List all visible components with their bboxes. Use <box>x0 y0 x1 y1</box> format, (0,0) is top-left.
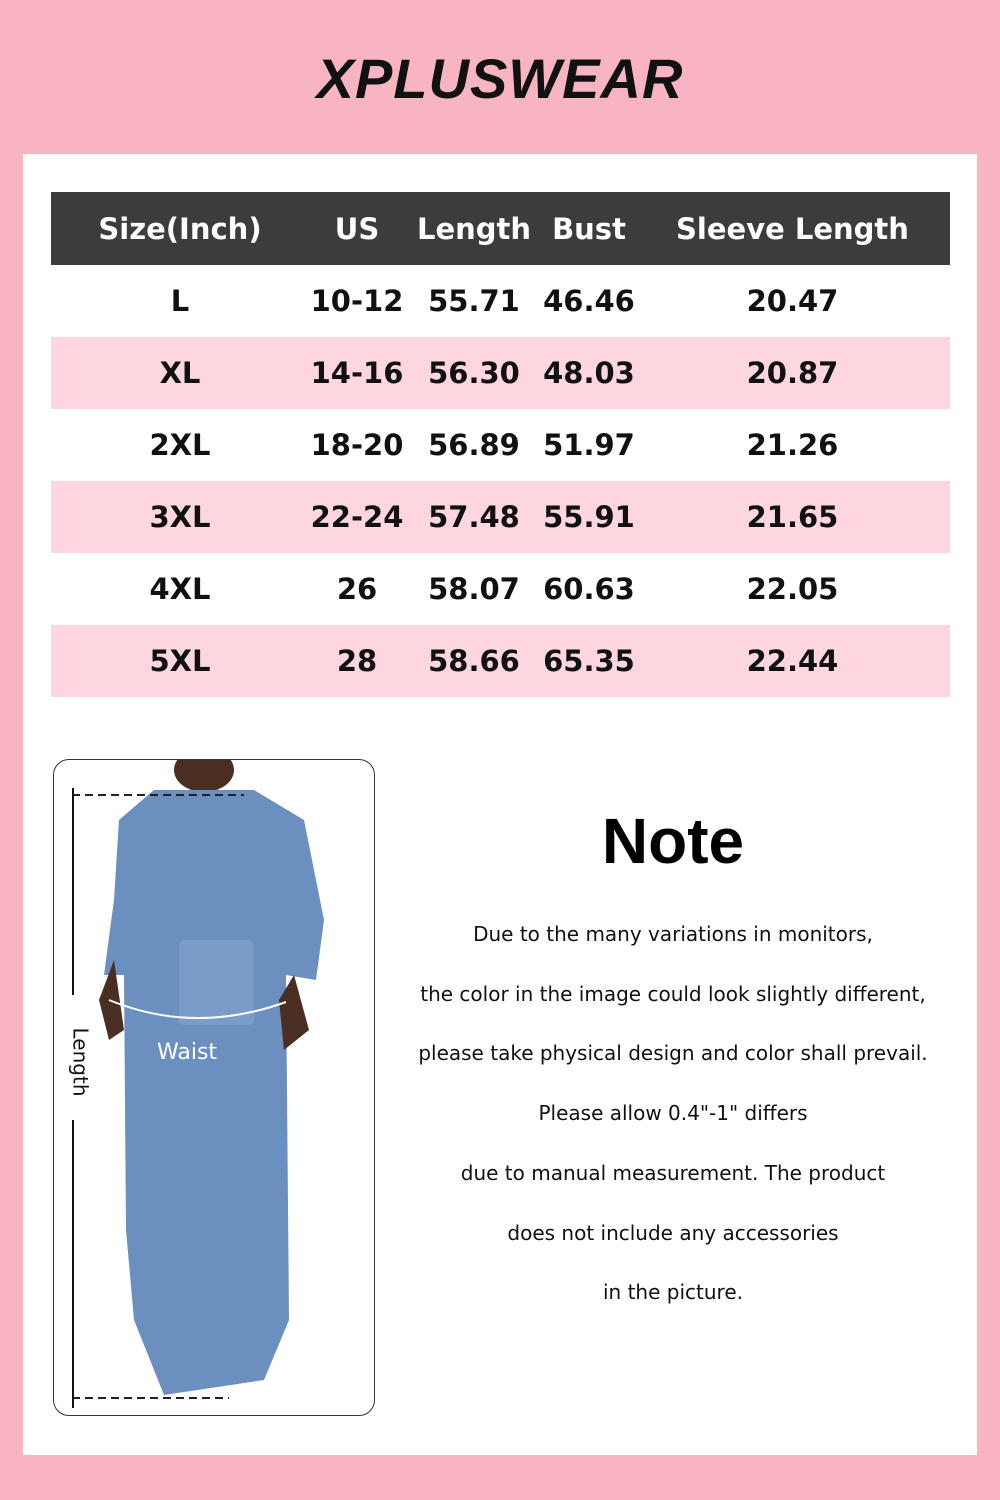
table-cell: 21.26 <box>746 428 839 462</box>
note-line: please take physical design and color sh… <box>418 1041 928 1066</box>
product-photo: Length Waist <box>53 759 375 1416</box>
table-cell: 65.35 <box>543 625 635 697</box>
table-cell: 55.91 <box>543 481 635 553</box>
note-line: in the picture. <box>603 1280 743 1305</box>
table-row: XL 14-16 56.30 48.03 20.87 <box>51 337 950 409</box>
table-cell: 58.07 <box>428 572 520 606</box>
size-chart-card: Size(Inch) US Length Bust Sleeve Length L 10-… <box>23 154 977 1455</box>
size-table: Size(Inch) US Length Bust Sleeve Length L 10-… <box>51 192 950 697</box>
table-cell: 57.48 <box>405 481 543 553</box>
note-title: Note <box>601 805 745 877</box>
model-head <box>174 760 234 792</box>
table-cell: 2XL <box>149 428 211 462</box>
length-label: Length <box>68 1027 93 1097</box>
table-cell: 28 <box>309 625 405 697</box>
table-cell: 55.71 <box>428 284 520 318</box>
waist-line <box>108 999 287 1019</box>
table-cell: 46.46 <box>543 284 635 318</box>
table-cell: 10-12 <box>310 284 404 318</box>
table-cell: 5XL <box>51 625 309 697</box>
table-row: L 10-12 55.71 46.46 20.47 <box>51 265 950 337</box>
table-cell: 22-24 <box>309 481 405 553</box>
table-cell: 20.87 <box>635 337 950 409</box>
table-cell: L <box>170 284 190 318</box>
table-row: 5XL 28 58.66 65.35 22.44 <box>51 625 950 697</box>
table-cell: 22.05 <box>746 572 839 606</box>
table-row: 2XL 18-20 56.89 51.97 21.26 <box>51 409 950 481</box>
table-cell: 48.03 <box>543 337 635 409</box>
table-cell: 26 <box>336 572 378 606</box>
header-cell: Length <box>405 192 543 265</box>
table-row: 4XL 26 58.07 60.63 22.05 <box>51 553 950 625</box>
table-cell: 21.65 <box>635 481 950 553</box>
table-cell: 60.63 <box>543 572 635 606</box>
header-cell: Bust <box>543 192 635 265</box>
table-cell: XL <box>51 337 309 409</box>
table-cell: 18-20 <box>310 428 404 462</box>
table-cell: 20.47 <box>746 284 839 318</box>
table-header: Size(Inch) US Length Bust Sleeve Length <box>51 192 950 265</box>
right-arm <box>279 975 309 1050</box>
table-cell: 3XL <box>51 481 309 553</box>
note-line: does not include any accessories <box>507 1220 839 1245</box>
note-line: Due to the many variations in monitors, <box>473 922 873 946</box>
table-cell: 51.97 <box>543 428 635 462</box>
table-cell: 14-16 <box>309 337 405 409</box>
table-cell: 58.66 <box>405 625 543 697</box>
header-cell: Sleeve Length <box>635 192 950 265</box>
brand-logo: XPLUSWEAR <box>316 47 684 110</box>
header-cell: US <box>309 192 405 265</box>
waist-label: Waist <box>157 1040 218 1065</box>
table-cell: 22.44 <box>635 625 950 697</box>
table-cell: 56.89 <box>428 428 520 462</box>
bag <box>179 940 254 1025</box>
note-line: Please allow 0.4"-1" differs <box>538 1101 808 1126</box>
dress-shape <box>104 790 324 1395</box>
table-cell: 56.30 <box>405 337 543 409</box>
header-cell: Size(Inch) <box>51 192 309 265</box>
note-line: the color in the image could look slight… <box>420 981 926 1006</box>
table-row: 3XL 22-24 57.48 55.91 21.65 <box>51 481 950 553</box>
note-line: due to manual measurement. The product <box>460 1160 886 1185</box>
table-cell: 4XL <box>149 572 211 606</box>
